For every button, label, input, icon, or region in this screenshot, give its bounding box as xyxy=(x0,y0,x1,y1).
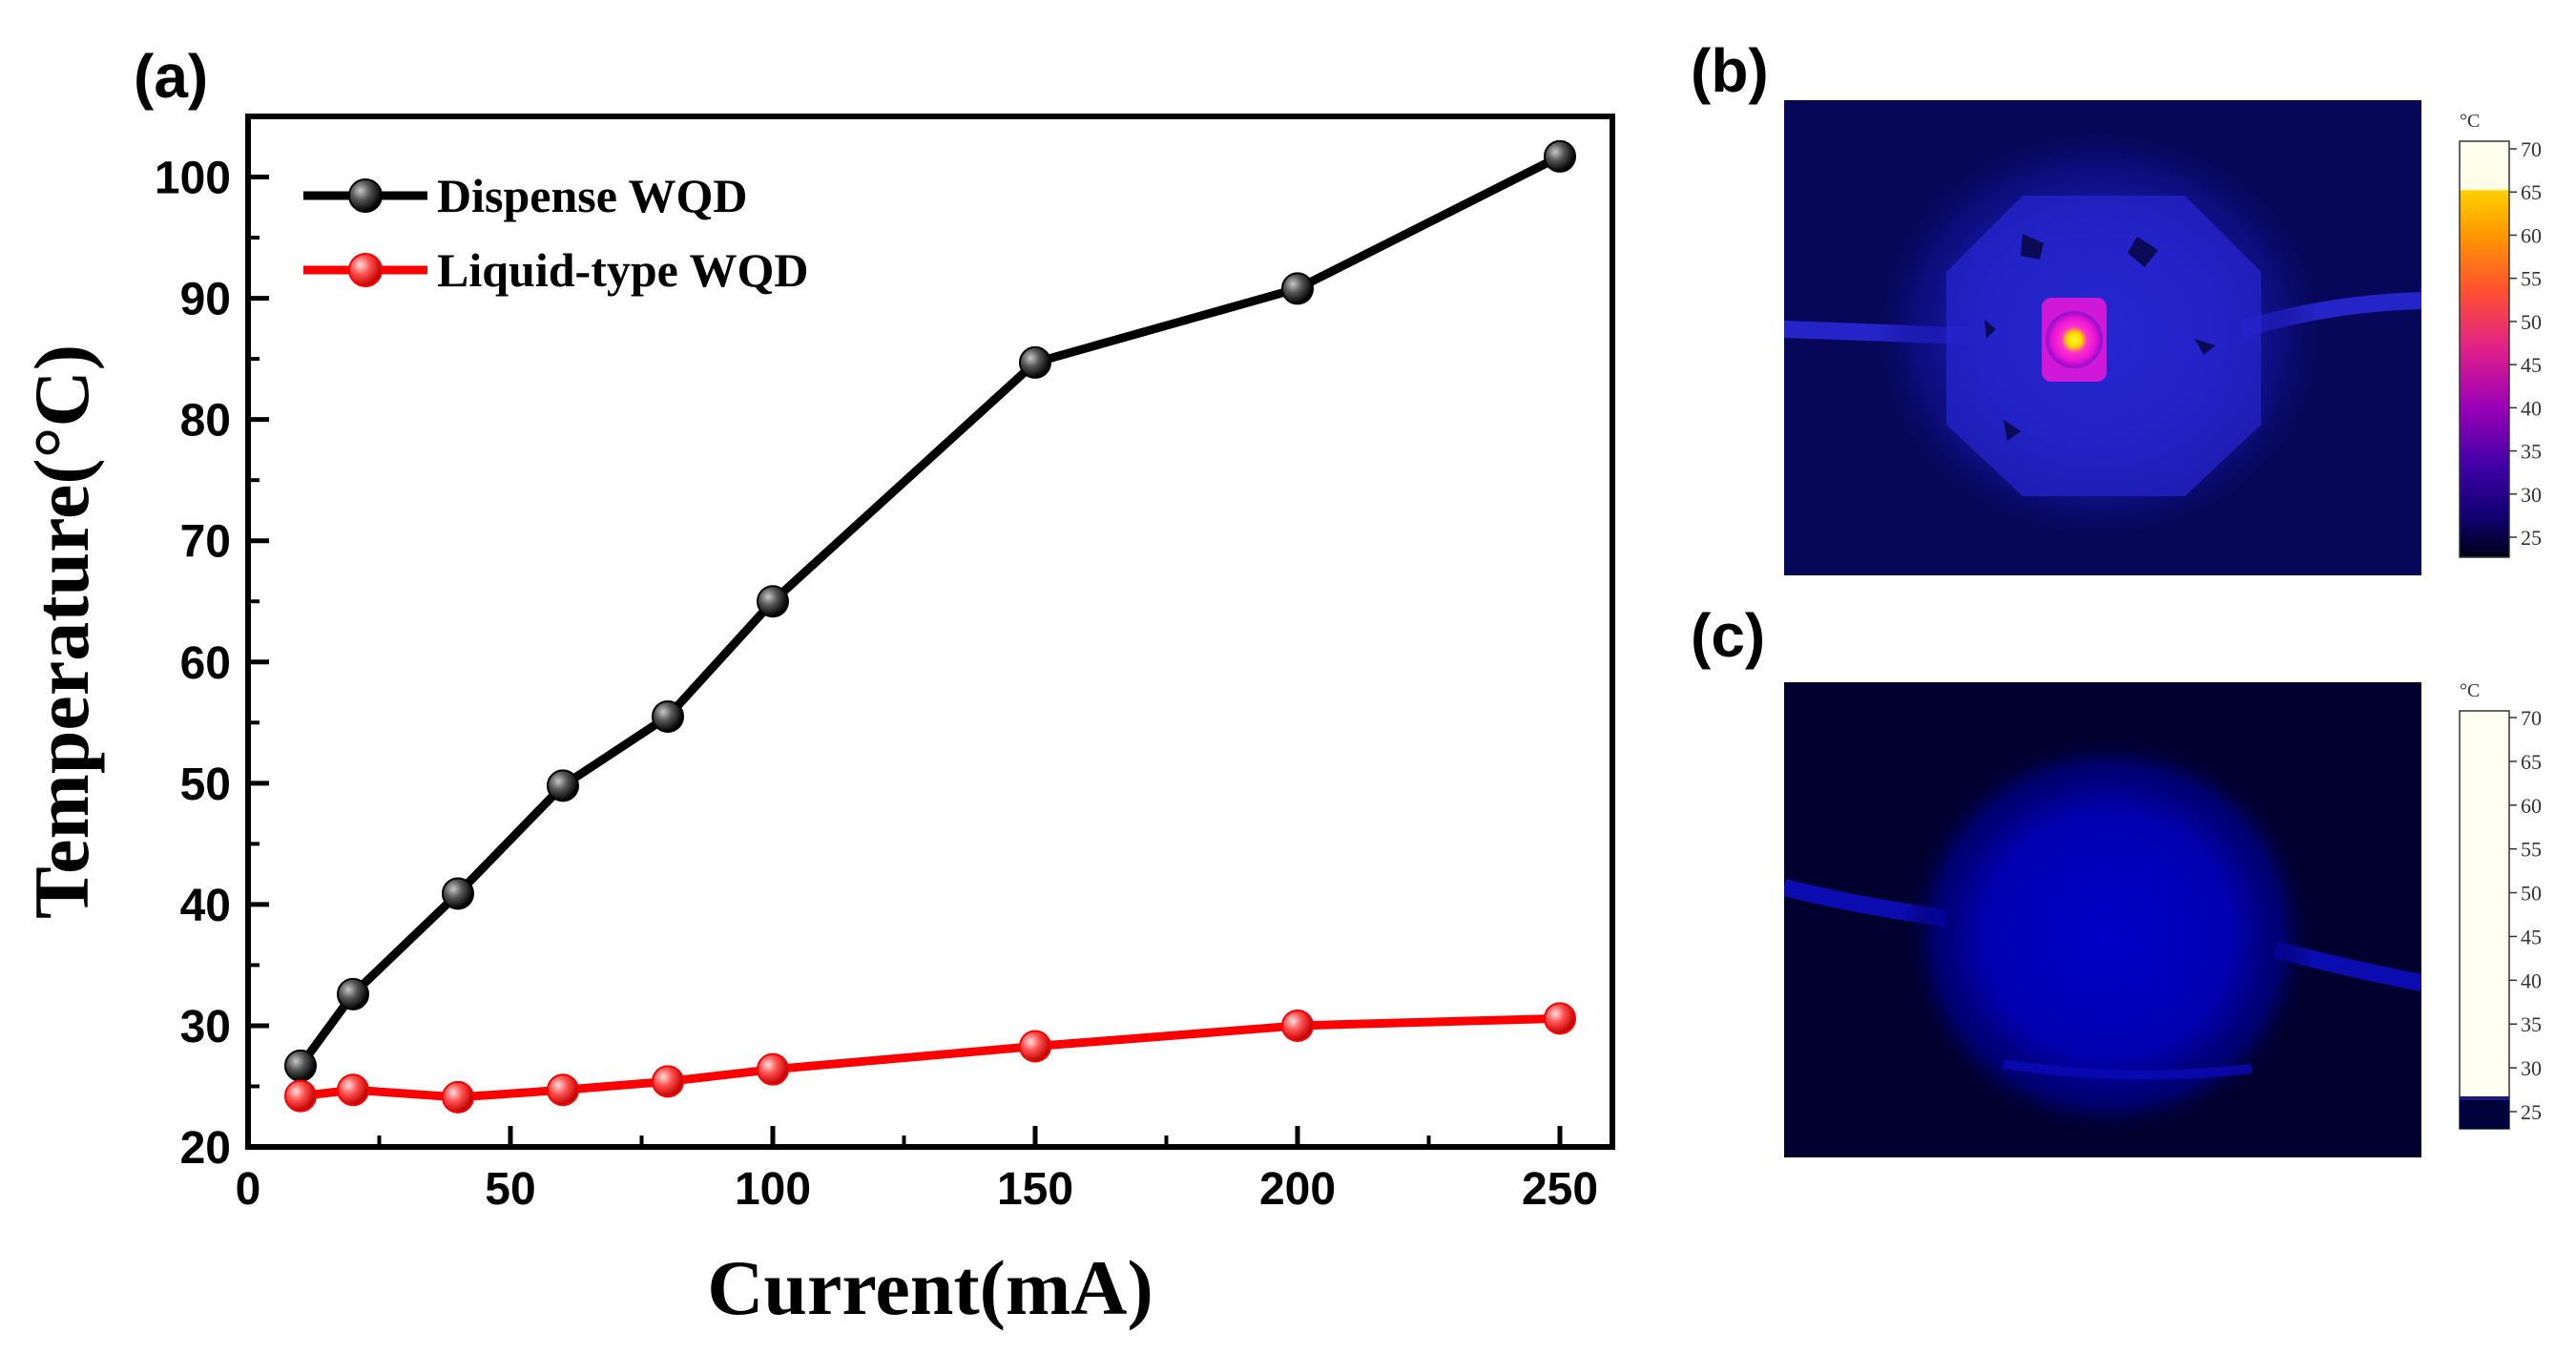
colorbar-lowband-c xyxy=(2460,1100,2509,1129)
x-tick-label: 150 xyxy=(997,1164,1073,1215)
colorbar-unit-b: °C xyxy=(2460,111,2480,132)
colorbar-tick-label: 30 xyxy=(2521,483,2542,507)
data-point xyxy=(547,769,579,802)
data-point xyxy=(337,1073,369,1107)
board-hole-4 xyxy=(2194,339,2215,355)
colorbar-tick-label: 50 xyxy=(2521,310,2542,334)
data-point xyxy=(284,1049,317,1082)
colorbar-tick-label: 55 xyxy=(2521,838,2542,862)
x-tick-label: 0 xyxy=(236,1164,261,1215)
x-tick-label: 250 xyxy=(1522,1164,1598,1215)
data-point xyxy=(1544,139,1576,173)
y-tick-label: 20 xyxy=(180,1123,231,1174)
data-point xyxy=(1281,1009,1314,1042)
legend-label-liquid: Liquid-type WQD xyxy=(437,243,808,297)
y-tick-label: 90 xyxy=(180,275,231,325)
panel-label-a: (a) xyxy=(134,42,208,111)
thermal-image-b xyxy=(1784,100,2421,575)
x-tick-label: 50 xyxy=(485,1164,535,1215)
series-layer xyxy=(297,152,1563,1102)
y-tick-label: 80 xyxy=(180,396,231,447)
colorbar-tick-label: 25 xyxy=(2521,1100,2542,1124)
x-axis-ticks: 0 50 100 150 200 250 xyxy=(236,1126,1598,1215)
data-point xyxy=(1019,1030,1051,1063)
x-axis-title: Current(mA) xyxy=(707,1244,1153,1331)
colorbar-tick-label: 45 xyxy=(2521,353,2542,377)
thermal-image-c xyxy=(1784,682,2421,1157)
legend-label-dispense: Dispense WQD xyxy=(437,169,748,222)
temperature-chart: 0 50 100 150 200 250 20 30 40 50 60 70 80 90 100 Disp… xyxy=(18,114,1615,1331)
colorbar-tick-label: 50 xyxy=(2521,882,2542,906)
data-point xyxy=(1281,272,1314,305)
legend-marker-liquid xyxy=(348,253,383,287)
data-point xyxy=(284,1079,317,1113)
colorbar-tick-label: 60 xyxy=(2521,223,2542,247)
y-tick-label: 50 xyxy=(180,760,231,810)
panel-label-b: (b) xyxy=(1691,36,1769,105)
colorbar-tick-label: 35 xyxy=(2521,1012,2542,1036)
board-hole-2 xyxy=(2128,237,2158,267)
colorbar-tick-label: 70 xyxy=(2521,137,2542,161)
board-hole-3 xyxy=(1984,320,1996,339)
legend-marker-dispense xyxy=(348,178,383,213)
data-point xyxy=(652,699,684,733)
board-hole-1 xyxy=(2021,234,2044,260)
colorbar-tick-label: 45 xyxy=(2521,925,2542,948)
colorbar-tick-label: 25 xyxy=(2521,526,2542,550)
colorbar-body-c xyxy=(2459,710,2510,1130)
colorbar-ticks-b: 70 65 60 55 50 45 40 35 30 25 xyxy=(2509,137,2542,550)
plot-frame xyxy=(245,114,1615,1150)
markers-layer xyxy=(284,139,1576,1114)
colorbar-tick-label: 40 xyxy=(2521,396,2542,420)
colorbar-gradient-b xyxy=(2459,140,2510,558)
legend: Dispense WQD Liquid-type WQD xyxy=(303,169,808,297)
board-edge-c xyxy=(2003,1059,2253,1080)
data-point xyxy=(1019,345,1051,379)
colorbar-tick-label: 70 xyxy=(2521,706,2542,730)
y-axis-ticks: 20 30 40 50 60 70 80 90 100 xyxy=(155,154,269,1174)
colorbar-tick-label: 35 xyxy=(2521,440,2542,464)
data-point xyxy=(757,585,789,618)
panel-label-c: (c) xyxy=(1691,601,1765,670)
colorbar-unit-c: °C xyxy=(2460,680,2480,701)
data-point xyxy=(442,877,474,910)
package-glow-c xyxy=(1903,735,2314,1135)
data-point xyxy=(442,1080,474,1114)
x-tick-label: 200 xyxy=(1259,1164,1336,1215)
colorbar-tick-label: 65 xyxy=(2521,180,2542,204)
y-tick-label: 70 xyxy=(180,517,231,568)
data-point xyxy=(1544,1002,1576,1035)
x-tick-label: 100 xyxy=(735,1164,811,1215)
y-tick-label: 60 xyxy=(180,638,231,689)
y-axis-title: Temperature(°C) xyxy=(18,344,105,919)
colorbar-ticks-c: 70 65 60 55 50 45 40 35 30 25 xyxy=(2509,706,2542,1124)
colorbar-tick-label: 40 xyxy=(2521,969,2542,992)
data-point xyxy=(337,977,369,1010)
data-point xyxy=(547,1073,579,1107)
colorbar-tick-label: 55 xyxy=(2521,267,2542,291)
data-point xyxy=(757,1052,789,1086)
colorbar-tick-label: 30 xyxy=(2521,1056,2542,1080)
data-point xyxy=(652,1065,684,1098)
colorbar-b: °C 70 65 60 55 50 45 40 35 30 25 xyxy=(2459,111,2542,558)
board-hole-5 xyxy=(2004,420,2021,441)
colorbar-c: °C 70 65 60 55 50 45 40 35 30 25 xyxy=(2459,680,2542,1130)
colorbar-tick-label: 65 xyxy=(2521,750,2542,774)
chip-hotspot-b xyxy=(2046,311,2103,368)
series-line-1 xyxy=(300,1013,1561,1102)
y-tick-label: 30 xyxy=(180,1002,231,1052)
y-tick-label: 40 xyxy=(180,881,231,931)
y-tick-label: 100 xyxy=(155,154,231,204)
colorbar-tick-label: 60 xyxy=(2521,794,2542,818)
